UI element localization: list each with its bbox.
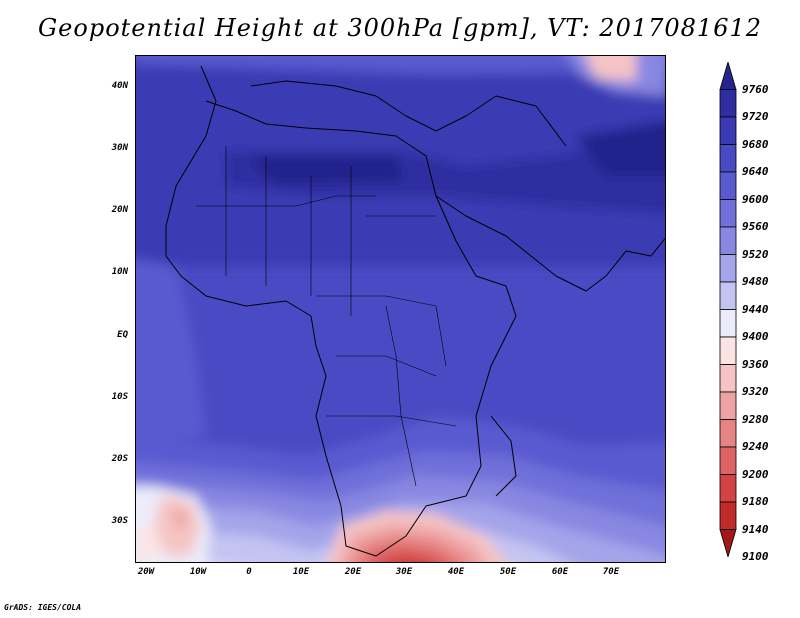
- colorbar-cell: [719, 309, 737, 338]
- map-plot-area: [135, 55, 666, 563]
- colorbar-level-label: 9440: [742, 302, 769, 316]
- colorbar-cell: [719, 529, 737, 557]
- colorbar-cell: [719, 391, 737, 420]
- colorbar-level-label: 9140: [742, 522, 769, 536]
- colorbar-cell: [719, 144, 737, 173]
- colorbar-level-label: 9520: [742, 247, 769, 261]
- lat-label-30n: 30N: [111, 143, 128, 153]
- lat-label-40n: 40N: [111, 81, 128, 91]
- colorbar-level-label: 9760: [742, 82, 769, 96]
- grads-credit: GrADS: IGES/COLA: [4, 603, 82, 612]
- colorbar-level-label: 9480: [742, 275, 769, 288]
- colorbar-level-label: 9320: [742, 385, 769, 398]
- colorbar-cell: [719, 62, 737, 90]
- lon-label-30e: 30E: [395, 567, 413, 577]
- lon-label-10w: 10W: [189, 567, 207, 577]
- lon-label-20w: 20W: [137, 567, 155, 577]
- height-field-bands: [136, 56, 665, 562]
- lon-label-70e: 70E: [602, 567, 620, 577]
- chart-title: Geopotential Height at 300hPa [gpm], VT:…: [38, 14, 762, 42]
- coastlines: [165, 65, 665, 557]
- colorbar-level-label: 9640: [742, 165, 769, 178]
- lat-label-20n: 20N: [111, 205, 128, 215]
- lat-label-10s: 10S: [111, 392, 128, 402]
- colorbar-cell: [719, 501, 737, 530]
- colorbar-level-label: 9200: [742, 467, 769, 481]
- colorbar-cell: [719, 281, 737, 310]
- colorbar-cell: [719, 199, 737, 228]
- colorbar-cell: [719, 226, 737, 255]
- lat-label-20s: 20S: [111, 454, 128, 464]
- lon-label-40e: 40E: [447, 567, 465, 577]
- country-borders: [196, 146, 457, 487]
- colorbar-level-label: 9240: [742, 440, 769, 453]
- colorbar-cell: [719, 171, 737, 200]
- colorbar-cell: [719, 116, 737, 145]
- colorbar-level-label: 9600: [742, 192, 769, 206]
- colorbar-level-label: 9560: [742, 220, 769, 233]
- colorbar-cell: [719, 89, 737, 118]
- colorbar-level-label: 9400: [742, 330, 769, 343]
- lat-label-30s: 30S: [111, 516, 128, 526]
- colorbar-level-label: 9360: [742, 357, 769, 371]
- colorbar-cell: [719, 364, 737, 393]
- colorbar-cell: [719, 446, 737, 475]
- lon-label-0: 0: [246, 567, 252, 577]
- lon-label-20e: 20E: [344, 567, 362, 577]
- colorbar-level-label: 9100: [742, 550, 769, 563]
- colorbar-level-label: 9180: [742, 495, 769, 508]
- lat-label-10n: 10N: [111, 267, 128, 277]
- colorbar-level-label: 9280: [742, 412, 769, 426]
- colorbar: [719, 62, 737, 557]
- geopotential-height-map: [136, 56, 665, 562]
- colorbar-cell: [719, 419, 737, 448]
- colorbar-cell: [719, 474, 737, 503]
- lat-label-eq: EQ: [117, 330, 128, 340]
- colorbar-level-label: 9720: [742, 110, 769, 123]
- colorbar-cell: [719, 254, 737, 283]
- lon-label-50e: 50E: [499, 567, 517, 577]
- colorbar-level-label: 9680: [742, 137, 769, 151]
- lon-label-10e: 10E: [292, 567, 310, 577]
- lon-label-60e: 60E: [551, 567, 569, 577]
- colorbar-cell: [719, 336, 737, 365]
